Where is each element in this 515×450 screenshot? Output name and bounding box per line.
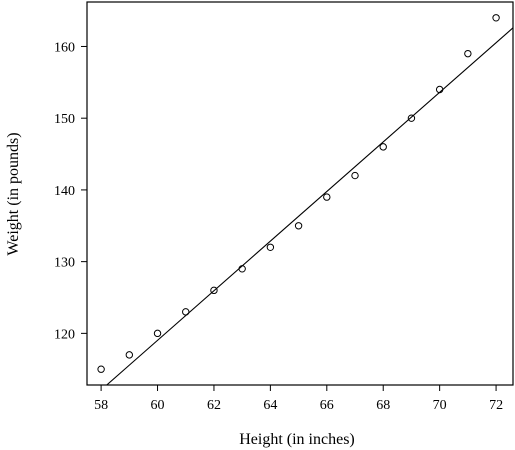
plot-frame	[86, 1, 514, 386]
x-tick-label: 70	[433, 398, 447, 413]
data-point	[464, 49, 472, 58]
data-point	[323, 193, 331, 201]
data-point	[266, 243, 275, 251]
y-tick-label: 130	[54, 256, 75, 271]
data-point	[210, 286, 218, 295]
y-tick-label: 160	[54, 40, 75, 55]
x-tick-label: 64	[263, 398, 277, 413]
data-point	[351, 171, 359, 180]
y-axis-title: Weight (in pounds)	[5, 132, 22, 255]
x-tick-label: 66	[320, 398, 334, 413]
data-point	[125, 351, 134, 359]
regression-line	[106, 27, 514, 386]
data-point	[294, 222, 303, 230]
data-point	[182, 308, 190, 316]
data-point	[379, 143, 387, 151]
x-tick-label: 68	[376, 398, 390, 413]
x-tick-label: 72	[489, 398, 503, 413]
x-axis-title: Height (in inches)	[239, 431, 355, 448]
y-tick-label: 150	[54, 112, 75, 127]
data-point	[238, 265, 246, 273]
data-point	[407, 114, 416, 122]
x-tick-label: 62	[207, 398, 221, 413]
y-tick-label: 120	[54, 327, 75, 342]
x-tick-label: 58	[94, 398, 108, 413]
data-point	[435, 85, 444, 94]
x-tick-label: 60	[151, 398, 165, 413]
data-point	[153, 329, 162, 338]
data-point	[492, 14, 500, 22]
data-point	[97, 365, 105, 373]
y-tick-label: 140	[54, 184, 75, 199]
